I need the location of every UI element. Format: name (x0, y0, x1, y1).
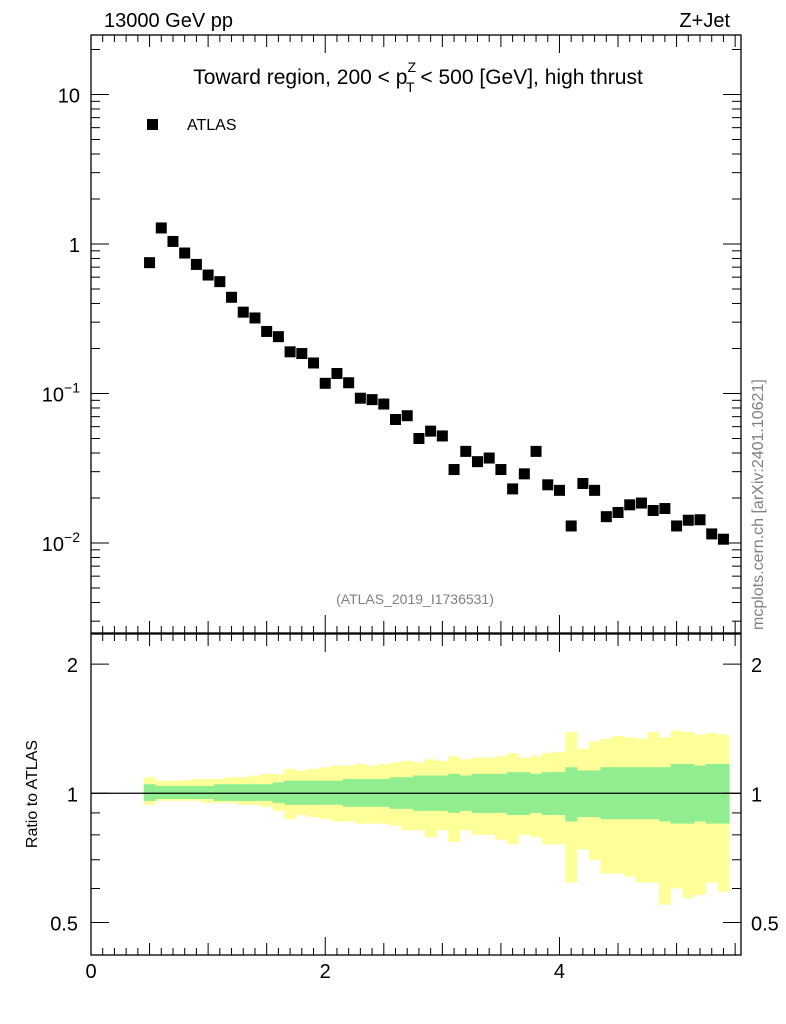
data-point (518, 468, 530, 480)
legend-marker (147, 119, 158, 130)
inner-band-segment (190, 785, 203, 799)
data-point (155, 222, 167, 234)
inner-band-segment (202, 785, 215, 799)
inner-band-segment (237, 784, 250, 801)
legend-label: ATLAS (187, 117, 237, 134)
ratio-ylabel: Ratio to ATLAS (24, 740, 41, 848)
ratio-axes: 0.5 0.5 1 1 2 2 0 2 4 (50, 634, 779, 983)
data-point (671, 520, 683, 532)
y-tick-label: 1 (69, 235, 80, 257)
data-point (308, 357, 320, 369)
title-main: Toward region, 200 < p (193, 66, 407, 89)
data-point (717, 533, 729, 545)
ratio-panel: 0.5 0.5 1 1 2 2 0 2 4 Ratio to ATLAS (24, 633, 779, 983)
inner-band-segment (167, 785, 180, 799)
data-point (226, 291, 238, 303)
data-point (507, 483, 519, 495)
inner-band-segment (225, 784, 238, 801)
data-point (319, 377, 331, 389)
data-point (471, 456, 483, 468)
data-point (483, 452, 495, 464)
ratio-y-tick-label: 0.5 (50, 913, 78, 935)
data-point (460, 445, 472, 457)
ratio-y-tick-label-right: 0.5 (751, 913, 779, 935)
data-point (565, 520, 577, 532)
data-point (261, 325, 273, 337)
data-point (249, 312, 261, 324)
main-data-layer (144, 222, 729, 545)
data-point (202, 269, 214, 281)
main-axes: 10−2 10−1 1 10 (42, 35, 741, 633)
data-point (495, 464, 507, 476)
main-panel: 10−2 10−1 1 10 Toward region, 200 < pZ T < 5… (42, 34, 742, 634)
title-subscript: T (406, 79, 415, 95)
title-rest: < 500 [GeV], high thrust (415, 66, 643, 89)
data-point (624, 499, 636, 511)
data-point (378, 398, 390, 410)
main-frame (90, 34, 742, 634)
process-label: Z+Jet (679, 10, 730, 32)
y-tick-label: 10−1 (42, 379, 80, 406)
ratio-y-tick-label: 2 (67, 655, 78, 677)
data-point (366, 394, 378, 406)
inner-band-segment (565, 767, 578, 822)
data-point (635, 497, 647, 509)
inner-band-segment (178, 785, 191, 799)
data-point (694, 514, 706, 526)
data-point (448, 464, 460, 476)
data-point (401, 410, 413, 422)
data-point (214, 276, 226, 288)
data-point (272, 331, 284, 343)
data-point (343, 377, 355, 389)
data-point (542, 479, 554, 491)
data-point (296, 348, 308, 360)
analysis-id: (ATLAS_2019_I1736531) (336, 591, 494, 607)
data-point (179, 247, 191, 259)
inner-band-segment (249, 784, 262, 801)
side-label: mcplots.cern.ch [arXiv:2401.10621] (750, 379, 767, 630)
ratio-y-tick-label-right: 1 (751, 784, 762, 806)
data-point (167, 235, 179, 247)
data-point (436, 430, 448, 442)
energy-label: 13000 GeV pp (104, 10, 233, 32)
title-superscript: Z (407, 59, 416, 75)
inner-band-segment (155, 785, 168, 799)
data-point (331, 368, 343, 380)
data-point (530, 445, 542, 457)
ratio-data-layer (91, 730, 741, 905)
y-tick-label: 10−2 (42, 529, 80, 556)
data-point (647, 504, 659, 516)
y-tick-label: 10 (58, 85, 80, 107)
ratio-y-tick-label-right: 2 (751, 655, 762, 677)
inner-band-segment (143, 784, 156, 801)
data-point (354, 392, 366, 404)
data-point (413, 432, 425, 444)
plot-title: Toward region, 200 < pZ T < 500 [GeV], hi… (193, 59, 643, 95)
data-point (706, 528, 718, 540)
data-point (190, 258, 202, 270)
data-point (553, 484, 565, 496)
data-point (682, 514, 694, 526)
data-point (390, 413, 402, 425)
ratio-y-tick-label: 1 (67, 784, 78, 806)
data-point (577, 478, 589, 489)
data-point (612, 506, 624, 518)
inner-band-segment (659, 767, 672, 822)
x-tick-label: 2 (320, 961, 331, 983)
ratio-frame (90, 633, 742, 956)
data-point (425, 425, 437, 437)
x-tick-label: 4 (554, 961, 565, 983)
data-point (237, 306, 249, 318)
data-point (284, 346, 296, 358)
data-point (144, 257, 156, 269)
inner-band-segment (272, 782, 285, 803)
data-point (659, 503, 671, 515)
inner-band-segment (260, 784, 273, 801)
data-point (600, 511, 612, 523)
inner-band-segment (213, 784, 226, 801)
data-point (589, 484, 601, 496)
x-tick-label: 0 (85, 961, 96, 983)
